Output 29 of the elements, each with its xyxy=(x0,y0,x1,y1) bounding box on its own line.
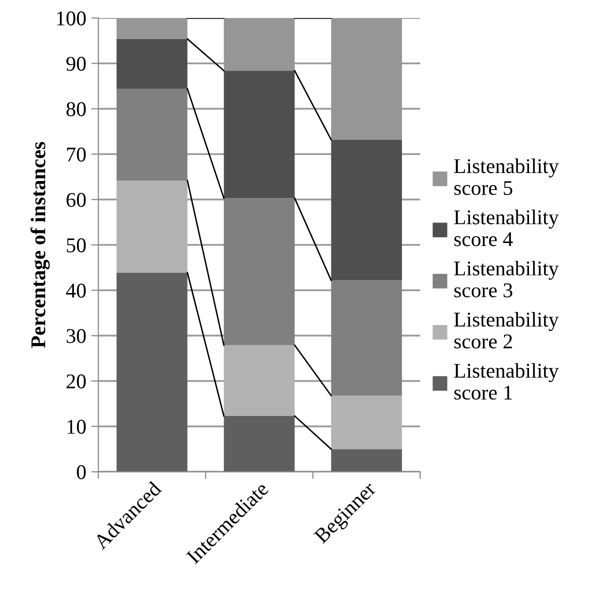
bar xyxy=(224,70,295,198)
legend-label: Listenability score 1 xyxy=(454,363,559,400)
y-tick-label: 40 xyxy=(66,284,86,298)
bar xyxy=(331,449,402,472)
y-tick-label: 30 xyxy=(66,329,86,344)
y-tick-label: 10 xyxy=(68,420,86,434)
bar xyxy=(116,88,188,180)
bar xyxy=(331,140,402,280)
bar xyxy=(116,38,188,89)
bar xyxy=(331,396,402,450)
bar xyxy=(331,280,402,396)
legend-label: Listenability score 5 xyxy=(454,158,559,196)
y-tick-label: 90 xyxy=(66,56,86,71)
y-tick-label: 0 xyxy=(76,465,86,480)
legend-label: Listenability score 2 xyxy=(454,312,559,348)
bar xyxy=(224,345,295,416)
bar xyxy=(224,416,295,472)
bar xyxy=(116,272,188,472)
y-tick-label: 50 xyxy=(66,238,86,252)
y-tick-label: 70 xyxy=(67,148,86,162)
bar xyxy=(224,198,295,346)
bar xyxy=(116,180,188,273)
y-tick-label: 20 xyxy=(66,374,86,388)
legend-label: Listenability score 4 xyxy=(454,210,559,246)
y-tick-label: 80 xyxy=(66,102,86,116)
y-tick-label: 100 xyxy=(57,11,86,26)
y-tick-label: 60 xyxy=(66,192,86,207)
y-axis-title: Percentage of instances xyxy=(30,142,50,348)
legend-label: Listenability score 3 xyxy=(454,260,559,298)
